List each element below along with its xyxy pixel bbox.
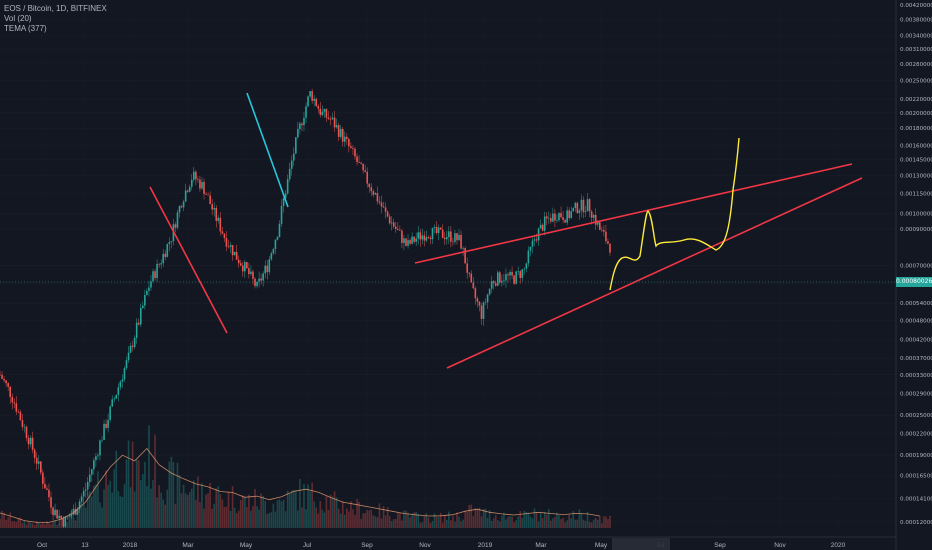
price-tick-label: 0.00115000 [900,191,932,197]
chart-legend: EOS / Bitcoin, 1D, BITFINEX Vol (20) TEM… [4,4,107,34]
time-tick-label: 2020 [831,542,846,549]
tema-indicator-label[interactable]: TEMA (377) [4,24,47,33]
price-tick-label: 0.00022000 [900,432,932,438]
price-tick-label: 0.00180000 [900,126,932,132]
price-tick-label: 0.00016500 [900,474,932,480]
price-tick-label: 0.00025000 [900,413,932,419]
time-axis-highlight [612,538,670,550]
price-tick-label: 0.00280000 [900,62,932,68]
time-tick-label: Nov [774,542,786,549]
price-tick-label: 0.00054000 [900,301,932,307]
price-tick-label: 0.00250000 [900,78,932,84]
price-tick-label: 0.00160000 [900,143,932,149]
price-tick-label: 0.00340000 [900,34,932,40]
wedge-upper-line[interactable] [414,163,853,264]
price-tick-label: 0.00048000 [900,318,932,324]
time-tick-label: Oct [37,542,47,549]
price-tick-label: 0.00012000 [900,520,932,526]
time-tick-label: May [595,542,608,549]
price-tick-label: 0.00220000 [900,97,932,103]
price-tick-label: 0.00310000 [900,47,932,53]
time-tick-label: Nov [419,542,431,549]
price-tick-label: 0.00070000 [900,263,932,269]
time-tick-label: 2018 [123,542,138,549]
price-axis[interactable]: 0.00420000 0.00380000 0.00340000 0.00310000… [895,0,932,550]
price-tick-label: 0.00037000 [900,356,932,362]
volume-indicator-label[interactable]: Vol (20) [4,14,32,23]
time-tick-label: Mar [182,542,194,549]
price-tick-label: 0.00200000 [900,111,932,117]
trendline-cyan[interactable] [246,92,289,208]
symbol-title[interactable]: EOS / Bitcoin, 1D, BITFINEX [4,4,107,13]
trendline-down-1[interactable] [149,186,228,334]
price-tick-label: 0.00019000 [900,453,932,459]
forecast-path[interactable] [609,137,740,291]
price-tick-label: 0.00029000 [900,392,932,398]
time-tick-label: Mar [535,542,547,549]
price-tick-label: 0.00380000 [900,18,932,24]
time-tick-label: May [240,542,253,549]
price-tick-label: 0.00090000 [900,227,932,233]
grid-lines [0,4,896,528]
price-tick-label: 0.00033000 [900,373,932,379]
price-tick-label: 0.00042000 [900,338,932,344]
price-tick-label: 0.00130000 [900,173,932,179]
time-tick-label: 2019 [478,542,493,549]
last-price-badge: 0.00080026 [896,277,932,287]
time-axis[interactable]: Oct132018MarMayJulSepNov2019MarMayJulSep… [0,536,896,549]
price-tick-label: 0.00014100 [900,496,932,502]
candlestick-series [0,88,611,529]
wedge-lower-line[interactable] [446,177,863,369]
time-tick-label: Jul [303,542,312,549]
time-tick-label: Sep [714,542,726,549]
volume-bars [0,425,611,528]
tema-line [0,447,600,523]
time-tick-label: 13 [81,542,89,549]
price-tick-label: 0.00145000 [900,158,932,164]
price-tick-label: 0.00100000 [900,212,932,218]
time-tick-label: Sep [361,542,373,549]
price-tick-label: 0.00420000 [900,3,932,9]
